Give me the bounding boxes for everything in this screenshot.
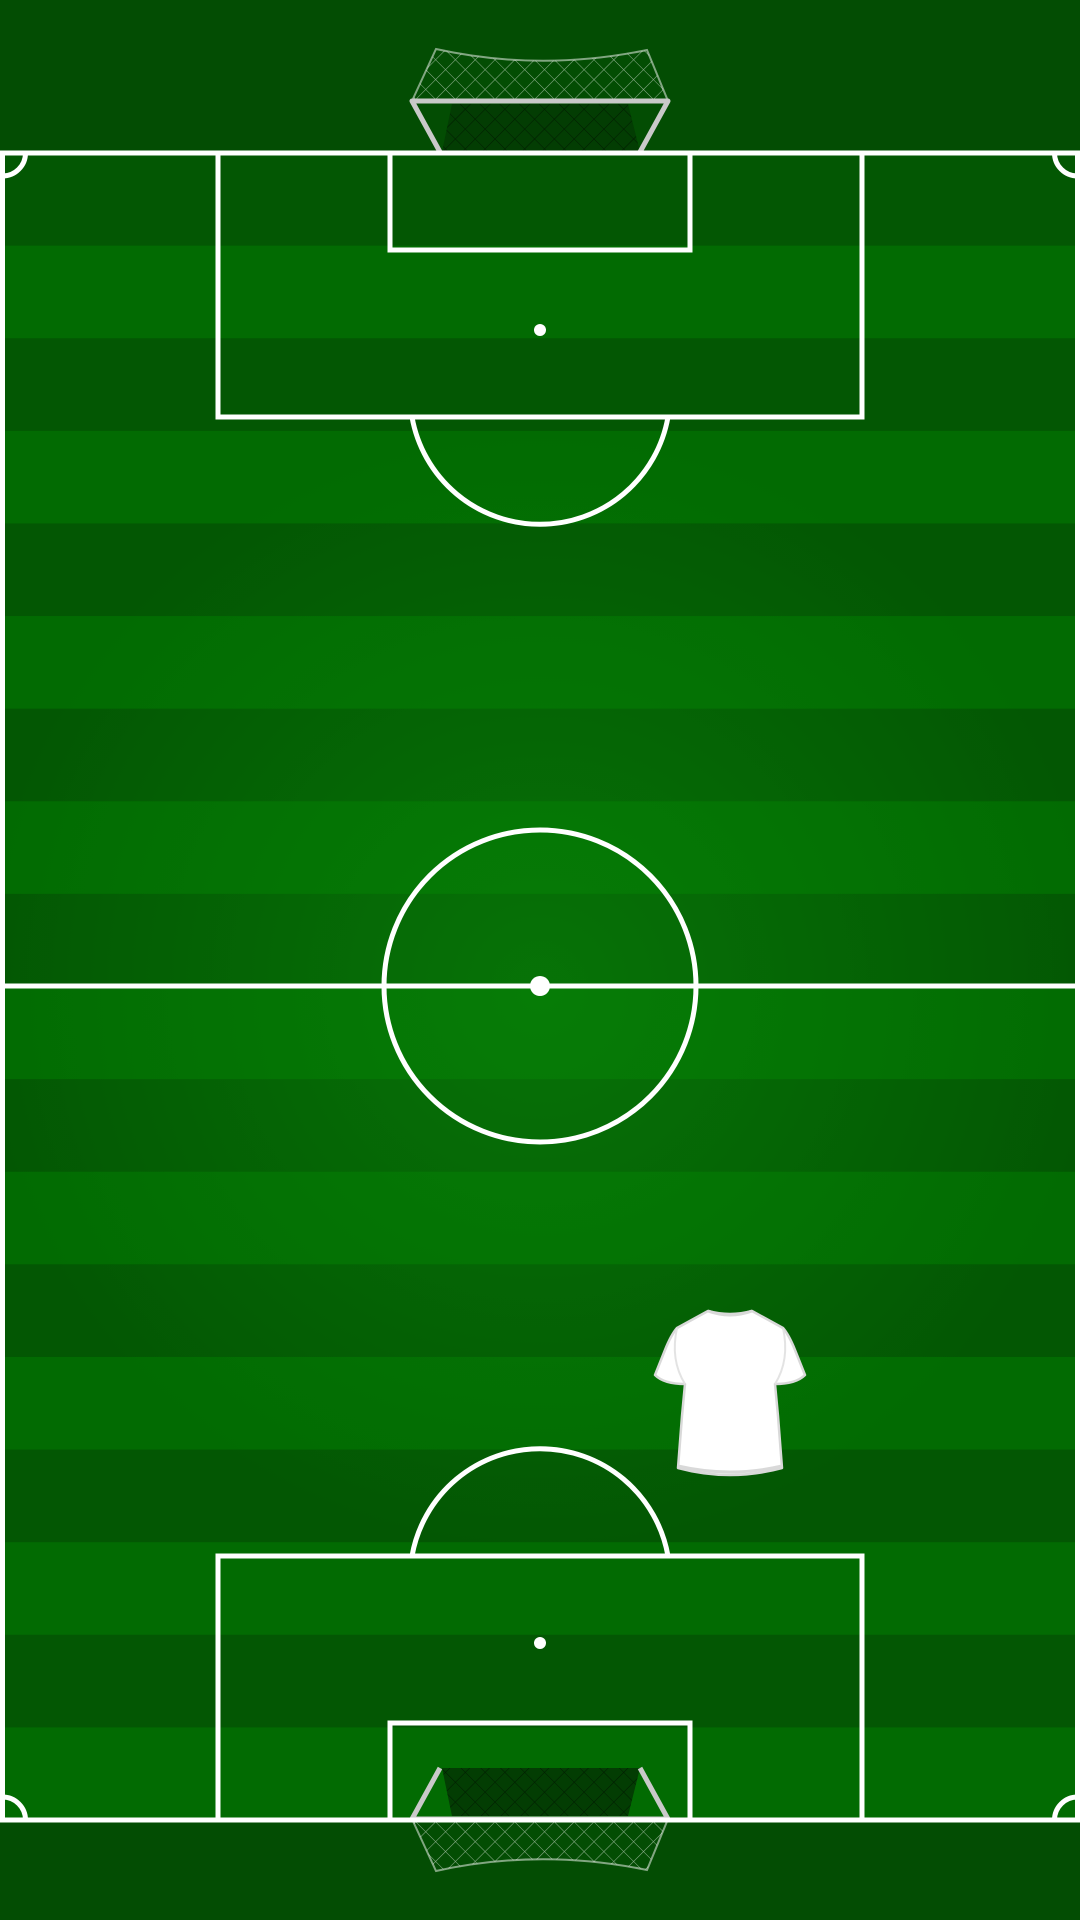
- top-penalty-spot: [534, 324, 546, 336]
- bottom-goal-box: [387, 1720, 693, 1823]
- top-goal: [409, 47, 671, 154]
- corner-arc-bottom-right: [1052, 1794, 1078, 1821]
- center-spot: [530, 976, 550, 996]
- top-goal-frame: [409, 98, 671, 154]
- bottom-goal: [409, 1766, 671, 1873]
- corner-arc-top-left: [2, 152, 28, 179]
- top-penalty-arc: [409, 416, 671, 527]
- bottom-penalty-arc: [409, 1446, 671, 1557]
- top-goal-net: [410, 47, 670, 102]
- bottom-goal-net: [410, 1818, 670, 1873]
- player-jersey[interactable]: [653, 1309, 807, 1477]
- center-circle: [381, 827, 699, 1145]
- corner-arc-top-right: [1052, 152, 1078, 179]
- spots: [530, 324, 550, 1649]
- field-lines: [0, 150, 1080, 1823]
- corner-arc-bottom-left: [2, 1794, 28, 1821]
- jersey-icon: [653, 1309, 807, 1477]
- top-goal-box: [387, 150, 693, 253]
- bottom-penalty-spot: [534, 1637, 546, 1649]
